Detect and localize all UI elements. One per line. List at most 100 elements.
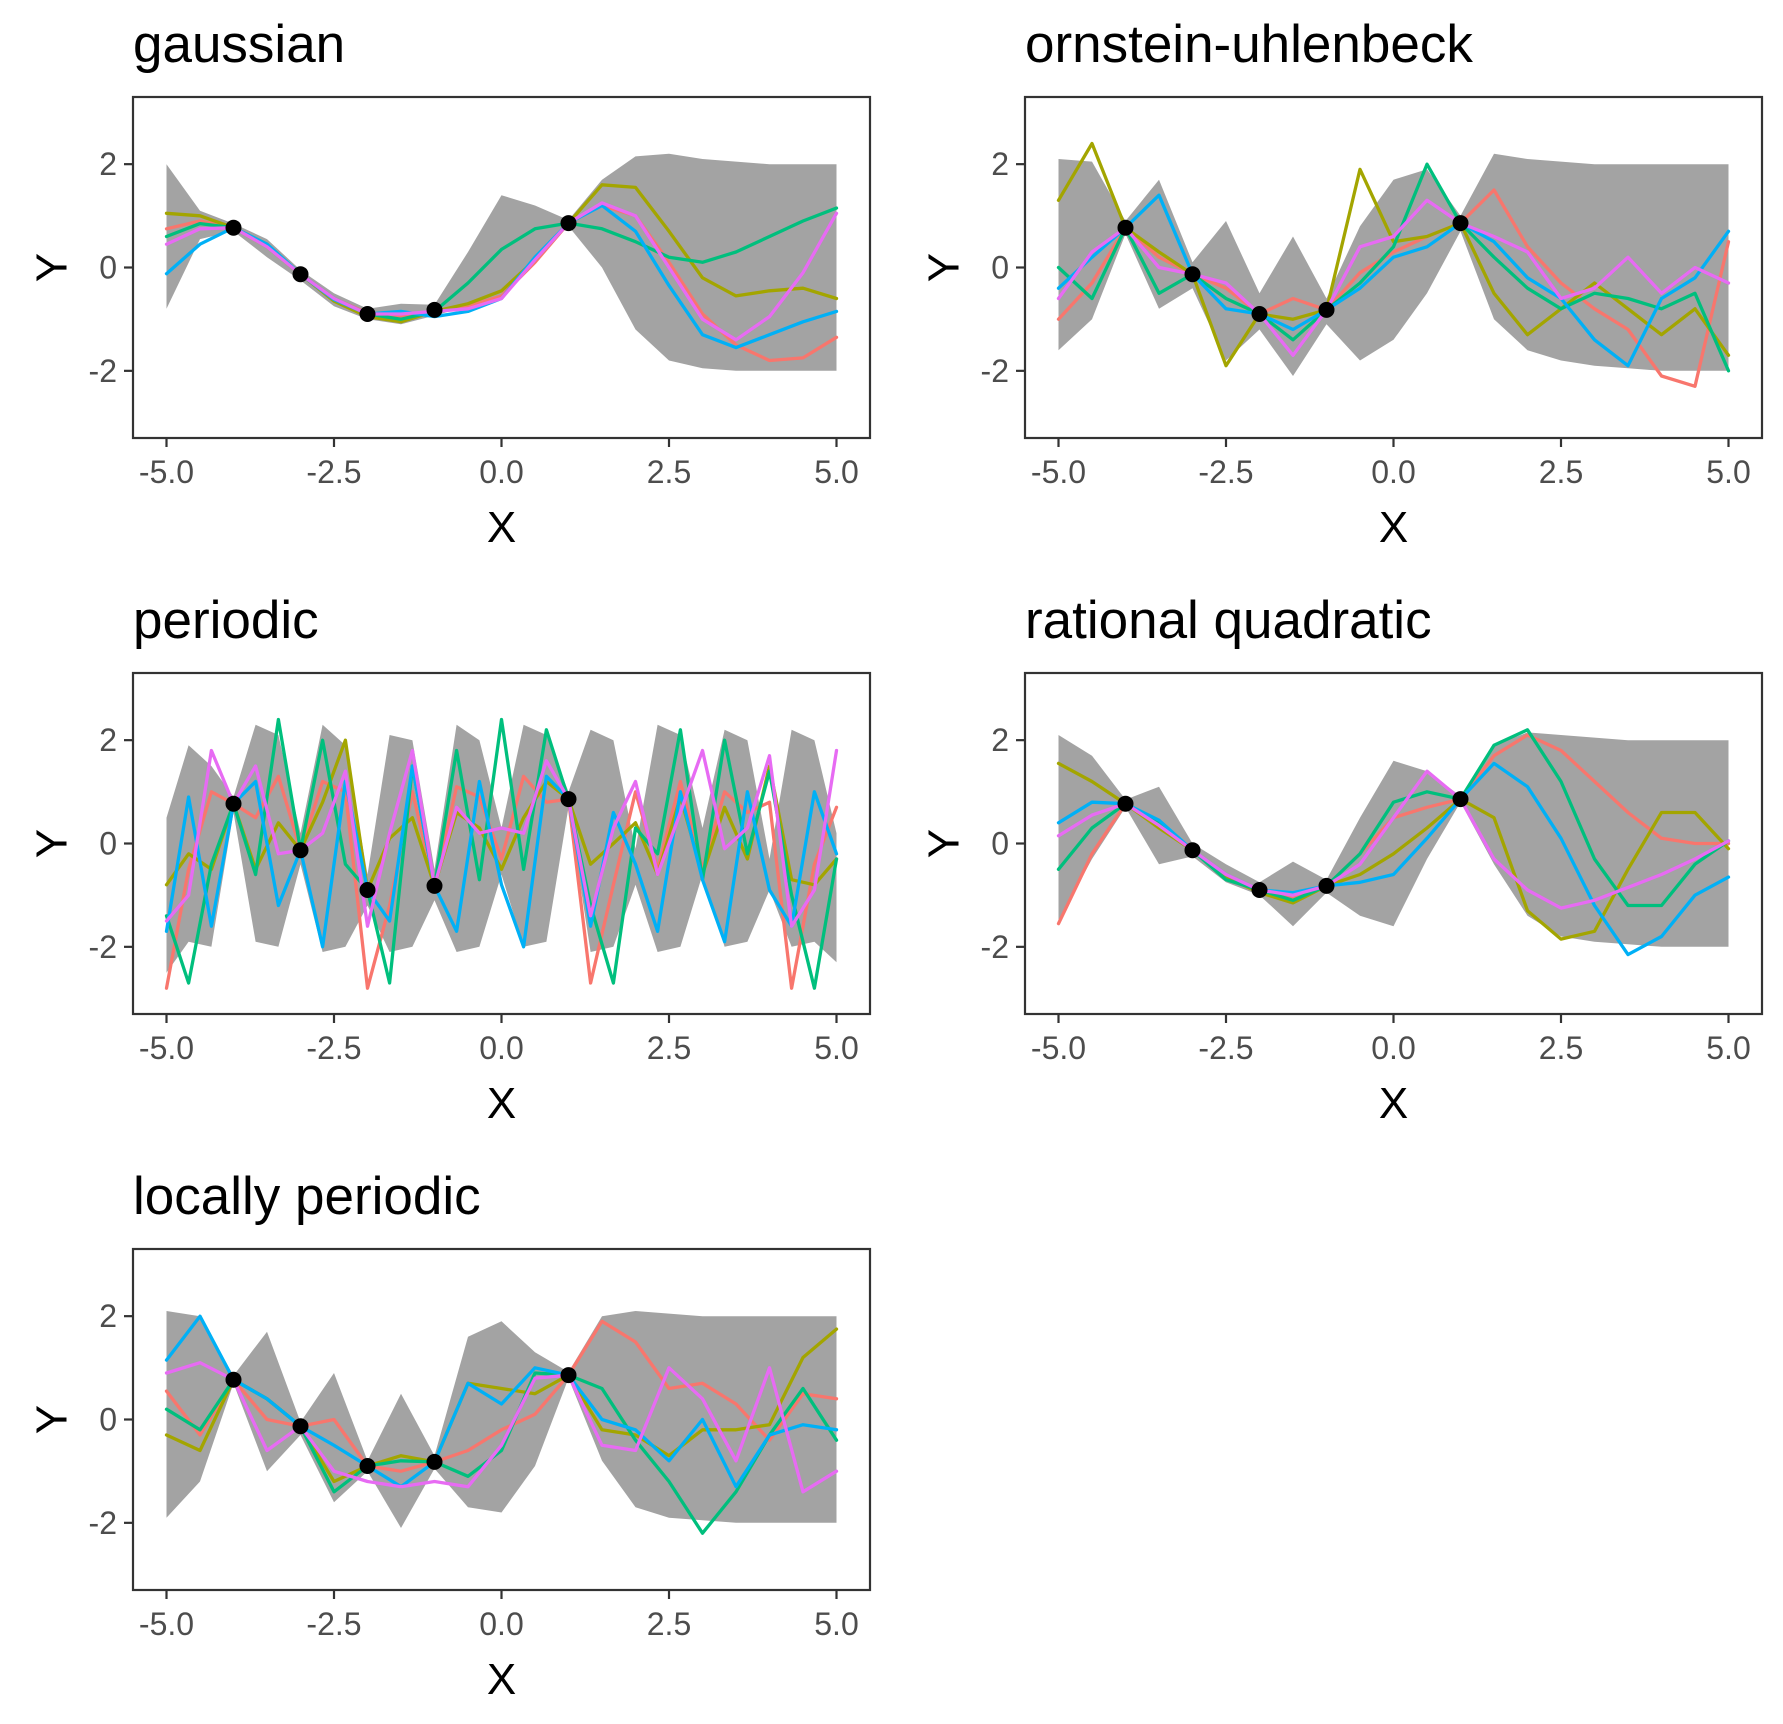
x-tick-label: 2.5	[1539, 454, 1583, 490]
x-tick-label: 5.0	[814, 1030, 858, 1066]
x-axis-title: X	[487, 503, 516, 552]
x-tick-label: 5.0	[1706, 1030, 1750, 1066]
x-tick-label: 2.5	[647, 454, 691, 490]
x-axis-title: X	[487, 1079, 516, 1128]
y-axis-title: Y	[28, 253, 77, 282]
x-tick-label: -5.0	[139, 1606, 194, 1642]
plot-area	[164, 717, 839, 990]
sample-path-4	[164, 764, 839, 949]
sample-path-5	[1056, 769, 1731, 910]
confidence-band	[1058, 153, 1729, 376]
panel-title: periodic	[133, 591, 319, 650]
y-axis-title: Y	[920, 253, 969, 282]
panel-rational-quadratic: rational quadratic -5.0 -2.5 0.0 2.5 5.0 -2 0 2 X…	[920, 591, 1764, 1128]
observation-point	[1251, 306, 1268, 322]
observation-point	[292, 1418, 309, 1435]
panel-periodic: periodic -5.0 -2.5 0.0 2.5 5.0 -2 0 2 X Y	[28, 591, 872, 1128]
observation-point	[1251, 882, 1268, 898]
x-tick-label: 2.5	[647, 1030, 691, 1066]
panel-gaussian: gaussian -5.0 -2.5 0.0 2.5 5.0 -2 0 2 X Y	[28, 15, 872, 552]
y-tick-label: -2	[981, 929, 1009, 965]
x-tick-label: 5.0	[814, 454, 858, 490]
observation-point	[225, 1371, 242, 1388]
x-tick-label: -2.5	[1198, 1030, 1253, 1066]
y-tick-label: 0	[991, 826, 1009, 862]
x-axis-title: X	[487, 1655, 516, 1704]
sample-path-5	[164, 748, 839, 928]
y-tick-label: -2	[981, 353, 1009, 389]
x-tick-label: 2.5	[1539, 1030, 1583, 1066]
sample-path-4	[164, 1314, 839, 1489]
sample-path-1	[1056, 188, 1731, 388]
x-tick-label: -5.0	[139, 454, 194, 490]
sample-path-4	[1056, 193, 1731, 368]
observation-point	[1184, 266, 1201, 283]
observation-point	[225, 795, 242, 812]
panel-ornstein-uhlenbeck: ornstein-uhlenbeck -5.0 -2.5 0.0 2.5 5.0 -2 0 2 X…	[920, 15, 1764, 552]
sample-path-4	[1056, 761, 1731, 957]
x-tick-label: 2.5	[647, 1606, 691, 1642]
y-axis-title: Y	[28, 829, 77, 858]
y-tick-label: 0	[99, 1402, 117, 1438]
x-tick-label: 0.0	[1371, 454, 1415, 490]
sample-path-2	[1056, 141, 1731, 368]
panel-title: gaussian	[133, 15, 345, 74]
x-tick-label: 0.0	[479, 1606, 523, 1642]
x-tick-label: -2.5	[1198, 454, 1253, 490]
observation-point	[1117, 795, 1134, 812]
observation-point	[225, 219, 242, 236]
y-axis-title: Y	[920, 829, 969, 858]
sample-path-5	[164, 1361, 839, 1494]
sample-path-3	[164, 717, 839, 990]
observation-point	[359, 306, 376, 322]
observation-point	[1452, 215, 1469, 232]
x-tick-label: 0.0	[1371, 1030, 1415, 1066]
observation-point	[292, 842, 309, 859]
observation-point	[560, 1367, 577, 1384]
observation-point	[292, 266, 309, 283]
observation-point	[1117, 219, 1134, 236]
panel-title: locally periodic	[133, 1167, 481, 1226]
observation-point	[426, 1453, 443, 1470]
y-tick-label: 2	[99, 1298, 117, 1334]
sample-path-1	[164, 774, 839, 990]
observation-point	[1318, 877, 1335, 894]
observation-point	[359, 1458, 376, 1474]
x-tick-label: -2.5	[306, 454, 361, 490]
x-axis-title: X	[1379, 1079, 1408, 1128]
confidence-band	[1058, 732, 1729, 947]
y-tick-label: 2	[99, 722, 117, 758]
y-tick-label: 2	[991, 722, 1009, 758]
sample-path-5	[1056, 198, 1731, 357]
y-tick-label: 0	[99, 250, 117, 286]
y-tick-label: 0	[99, 826, 117, 862]
panel-title: rational quadratic	[1025, 591, 1432, 650]
plot-area	[164, 153, 839, 371]
panel-title: ornstein-uhlenbeck	[1025, 15, 1473, 74]
observation-point	[560, 215, 577, 232]
plot-area	[1056, 141, 1731, 388]
observation-point	[426, 301, 443, 318]
x-tick-label: -5.0	[139, 1030, 194, 1066]
x-tick-label: 0.0	[479, 454, 523, 490]
panel-locally-periodic: locally periodic -5.0 -2.5 0.0 2.5 5.0 -2 0 2 X Y	[28, 1167, 872, 1704]
sample-path-2	[164, 738, 839, 892]
x-tick-label: 0.0	[479, 1030, 523, 1066]
x-tick-label: -2.5	[306, 1030, 361, 1066]
confidence-band	[166, 1311, 837, 1528]
y-tick-label: 0	[991, 250, 1009, 286]
x-tick-label: -5.0	[1031, 454, 1086, 490]
sample-path-1	[164, 1319, 839, 1473]
y-tick-label: -2	[89, 353, 117, 389]
observation-point	[1452, 791, 1469, 808]
y-tick-label: 2	[991, 146, 1009, 182]
y-tick-label: -2	[89, 929, 117, 965]
y-tick-label: 2	[99, 146, 117, 182]
observation-point	[1318, 301, 1335, 318]
x-tick-label: -2.5	[306, 1606, 361, 1642]
x-tick-label: -5.0	[1031, 1030, 1086, 1066]
plot-area	[164, 1311, 839, 1535]
y-tick-label: -2	[89, 1505, 117, 1541]
observation-point	[1184, 842, 1201, 859]
